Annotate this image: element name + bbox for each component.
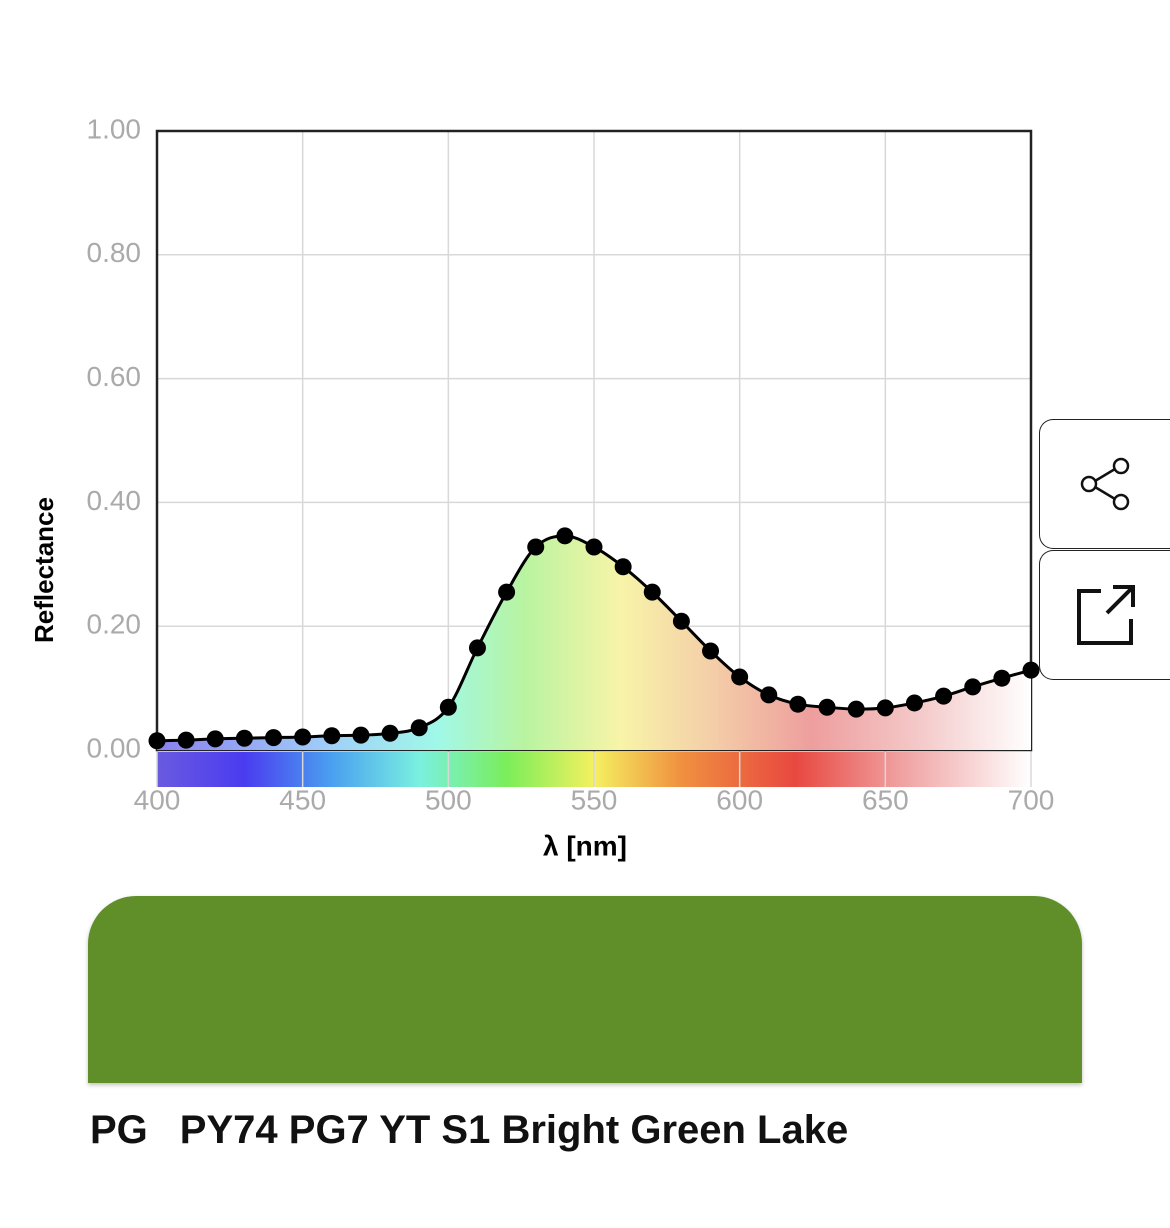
open-external-button[interactable] <box>1039 550 1170 680</box>
y-tick-label: 0.20 <box>87 609 142 640</box>
data-point <box>265 729 283 747</box>
x-tick-label: 650 <box>862 784 909 815</box>
data-point <box>964 678 982 696</box>
data-point <box>527 538 545 556</box>
x-tick-label: 550 <box>571 784 618 815</box>
y-tick-label: 0.60 <box>87 361 142 392</box>
data-point <box>1022 661 1040 679</box>
data-point <box>381 724 399 742</box>
data-point <box>294 728 312 746</box>
x-tick-label: 700 <box>1008 784 1055 815</box>
x-tick-label: 600 <box>716 784 763 815</box>
x-tick-label: 450 <box>279 784 326 815</box>
data-point <box>760 686 778 704</box>
data-point <box>672 612 690 630</box>
data-point <box>789 695 807 713</box>
data-point <box>177 731 195 749</box>
area-fill <box>157 535 1031 750</box>
data-point <box>876 699 894 717</box>
x-tick-label: 500 <box>425 784 472 815</box>
pigment-code: PG <box>90 1108 148 1152</box>
y-tick-label: 0.00 <box>87 732 142 763</box>
pigment-name: PY74 PG7 YT S1 Bright Green Lake <box>179 1108 849 1152</box>
data-point <box>352 726 370 744</box>
data-point <box>206 730 224 748</box>
y-tick-label: 0.40 <box>87 485 142 516</box>
data-point <box>585 538 603 556</box>
y-axis-label: Reflectance <box>29 497 59 643</box>
open-external-icon <box>1077 585 1135 645</box>
data-point <box>993 669 1011 687</box>
data-point <box>498 583 516 601</box>
y-tick-label: 0.80 <box>87 237 142 268</box>
color-swatch <box>88 896 1082 1083</box>
share-button[interactable] <box>1039 419 1170 549</box>
data-point <box>323 727 341 745</box>
data-point <box>556 527 574 545</box>
x-tick-label: 400 <box>134 784 181 815</box>
y-tick-label: 1.00 <box>87 113 142 144</box>
data-point <box>439 698 457 716</box>
data-point <box>847 700 865 718</box>
data-point <box>148 732 166 750</box>
data-point <box>410 719 428 737</box>
data-point <box>235 729 253 747</box>
plot: 0.00 0.20 0.40 0.60 0.80 1.00 400 450 500 550 600 6… <box>87 113 1055 815</box>
data-point <box>905 694 923 712</box>
data-point <box>935 687 953 705</box>
data-point <box>468 639 486 657</box>
data-point <box>614 558 632 576</box>
data-point <box>731 668 749 686</box>
data-point <box>702 642 720 660</box>
share-icon <box>1080 457 1130 511</box>
data-point <box>818 698 836 716</box>
pigment-label: PG PY74 PG7 YT S1 Bright Green Lake <box>90 1108 848 1153</box>
x-axis-label: λ [nm] <box>543 830 627 861</box>
chart: 0.00 0.20 0.40 0.60 0.80 1.00 400 450 500 550 600 6… <box>29 113 1055 861</box>
data-point <box>643 583 661 601</box>
